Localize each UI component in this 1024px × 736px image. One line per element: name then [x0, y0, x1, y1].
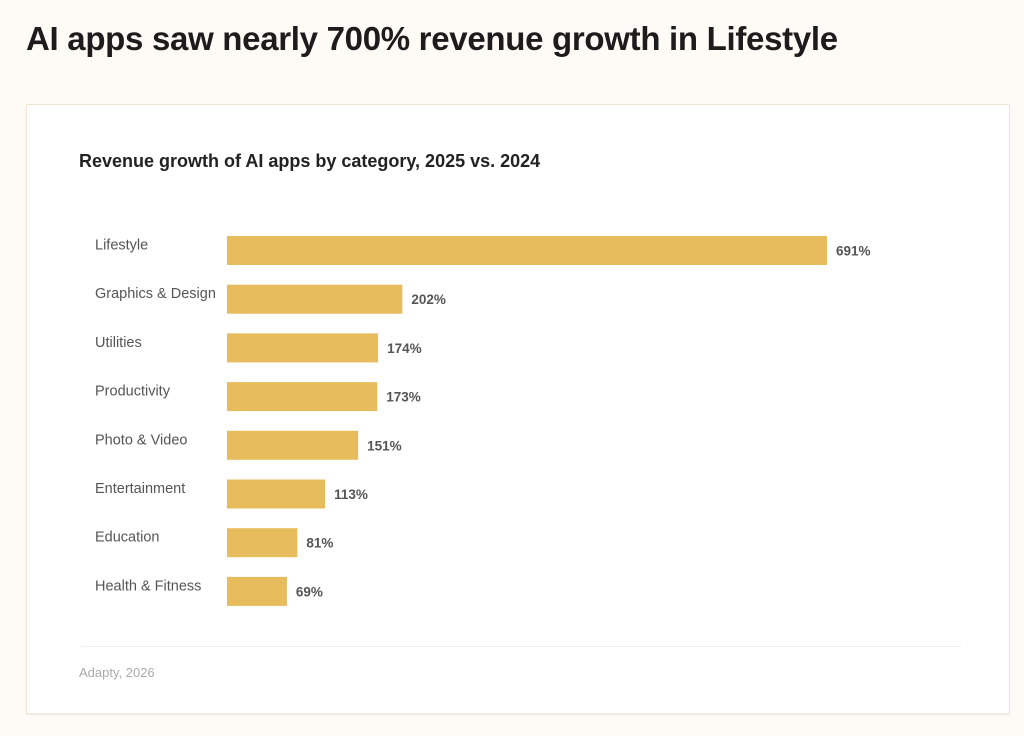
category-label: Photo & Video: [95, 432, 187, 448]
value-label: 151%: [367, 438, 402, 453]
bar: [227, 333, 379, 363]
category-label: Entertainment: [95, 481, 185, 497]
bar: [227, 528, 298, 558]
bar: [227, 479, 326, 509]
bar: [227, 382, 378, 412]
category-label: Productivity: [95, 384, 171, 400]
value-label: 174%: [387, 341, 422, 356]
category-label: Health & Fitness: [95, 578, 201, 594]
bar: [227, 284, 403, 314]
category-label: Utilities: [95, 335, 142, 351]
value-label: 81%: [306, 536, 333, 551]
bar: [227, 576, 287, 606]
value-label: 69%: [296, 584, 323, 599]
bar-chart: Lifestyle 691% Graphics & Design 202% Utilit…: [95, 236, 871, 606]
value-label: 691%: [836, 244, 871, 259]
source-note: Adapty, 2026: [79, 665, 155, 680]
category-label: Education: [95, 530, 160, 546]
category-label: Graphics & Design: [95, 286, 216, 302]
headline: AI apps saw nearly 700% revenue growth i…: [26, 20, 838, 57]
value-label: 202%: [411, 292, 446, 307]
chart-card: Revenue growth of AI apps by category, 2…: [26, 104, 1010, 714]
value-label: 113%: [334, 487, 368, 502]
category-label: Lifestyle: [95, 238, 148, 254]
value-label: 173%: [386, 390, 421, 405]
bar: [227, 430, 359, 460]
divider: [81, 646, 961, 647]
bar: [227, 236, 827, 265]
chart-title: Revenue growth of AI apps by category, 2…: [79, 151, 541, 171]
